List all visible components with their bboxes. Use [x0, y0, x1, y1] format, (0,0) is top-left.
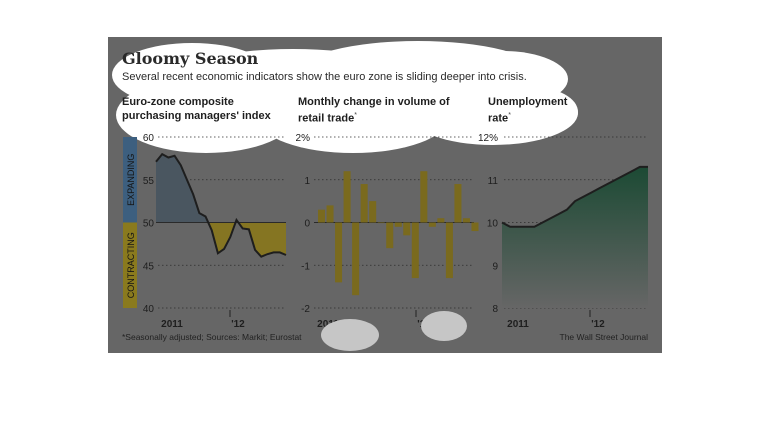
chart-subtitle: Several recent economic indicators show … [122, 71, 527, 83]
y-tick-label: 11 [488, 176, 499, 187]
panel-title-line: Unemployment [488, 96, 568, 108]
x-tick-label: 2011 [161, 319, 183, 330]
footnote: *Seasonally adjusted; Sources: Markit; E… [122, 332, 302, 342]
panel-title-line: purchasing managers' index [122, 110, 271, 122]
retail-bar [394, 222, 402, 227]
y-tick-label: 12% [478, 133, 498, 144]
y-tick-label: 2% [296, 133, 311, 144]
panel-title-line: retail trade [298, 112, 355, 125]
unemployment-line [501, 165, 648, 228]
retail-bar [386, 222, 394, 249]
y-tick-label: 60 [143, 133, 155, 144]
contracting-band [123, 222, 137, 308]
charts-svg: 60 55 50 45 40 2011 '12 EXPANDING CONTRACTING 2% 1… [123, 133, 648, 330]
pmi-area-below [156, 222, 286, 257]
y-tick-label: -1 [301, 261, 310, 272]
retail-bar [471, 222, 479, 232]
contracting-label: CONTRACTING [126, 232, 136, 298]
retail-bar [454, 184, 462, 223]
source-credit: The Wall Street Journal [559, 332, 649, 342]
retail-bar [428, 222, 436, 227]
note-mark: * [508, 112, 511, 119]
note-mark: * [354, 112, 357, 119]
retail-bar [360, 184, 368, 223]
y-tick-label: 10 [487, 219, 499, 230]
gray-blot [421, 311, 467, 341]
panel-title-line: rate [488, 112, 509, 125]
retail-bar [411, 222, 419, 279]
y-tick-label: 55 [143, 176, 155, 187]
y-tick-label: 40 [143, 304, 155, 315]
white-blot [488, 87, 578, 137]
panel-title-line: Monthly change in volume of [298, 96, 450, 108]
retail-bar [335, 222, 343, 283]
retail-bar [445, 222, 453, 279]
y-tick-label: -2 [301, 304, 310, 315]
pmi-area-above [156, 154, 286, 223]
unemployment-area [502, 166, 648, 308]
y-tick-label: 8 [492, 304, 498, 315]
x-tick-label: '12 [591, 319, 605, 330]
retail-bar [318, 209, 326, 223]
retail-bar [403, 222, 411, 236]
y-tick-label: 0 [304, 219, 310, 230]
retail-bar [420, 171, 428, 223]
panel-title-line: Euro-zone composite [122, 96, 234, 108]
panel-title-retail: Monthly change in volume of retail trade… [298, 95, 450, 126]
gray-blot [321, 319, 379, 351]
retail-bar [352, 222, 360, 296]
x-tick-label: '12 [231, 319, 245, 330]
panel-title-pmi: Euro-zone composite purchasing managers'… [122, 95, 271, 123]
x-tick-label: 2011 [507, 319, 529, 330]
pmi-line [155, 152, 287, 258]
panel-title-unemployment: Unemployment rate* [488, 95, 567, 126]
expanding-band [123, 137, 137, 223]
y-tick-label: 1 [304, 176, 310, 187]
y-tick-label: 45 [143, 261, 155, 272]
retail-bar [437, 218, 445, 223]
retail-bar [462, 218, 470, 223]
retail-bar [377, 222, 385, 224]
y-tick-label: 50 [143, 219, 155, 230]
retail-bar [326, 205, 334, 223]
expanding-label: EXPANDING [126, 154, 136, 206]
retail-bar [369, 201, 377, 223]
chart-title: Gloomy Season [122, 49, 259, 68]
chart-graphic: Gloomy Season Several recent economic in… [108, 37, 662, 353]
retail-bar [343, 171, 351, 223]
y-tick-label: 9 [492, 261, 498, 272]
